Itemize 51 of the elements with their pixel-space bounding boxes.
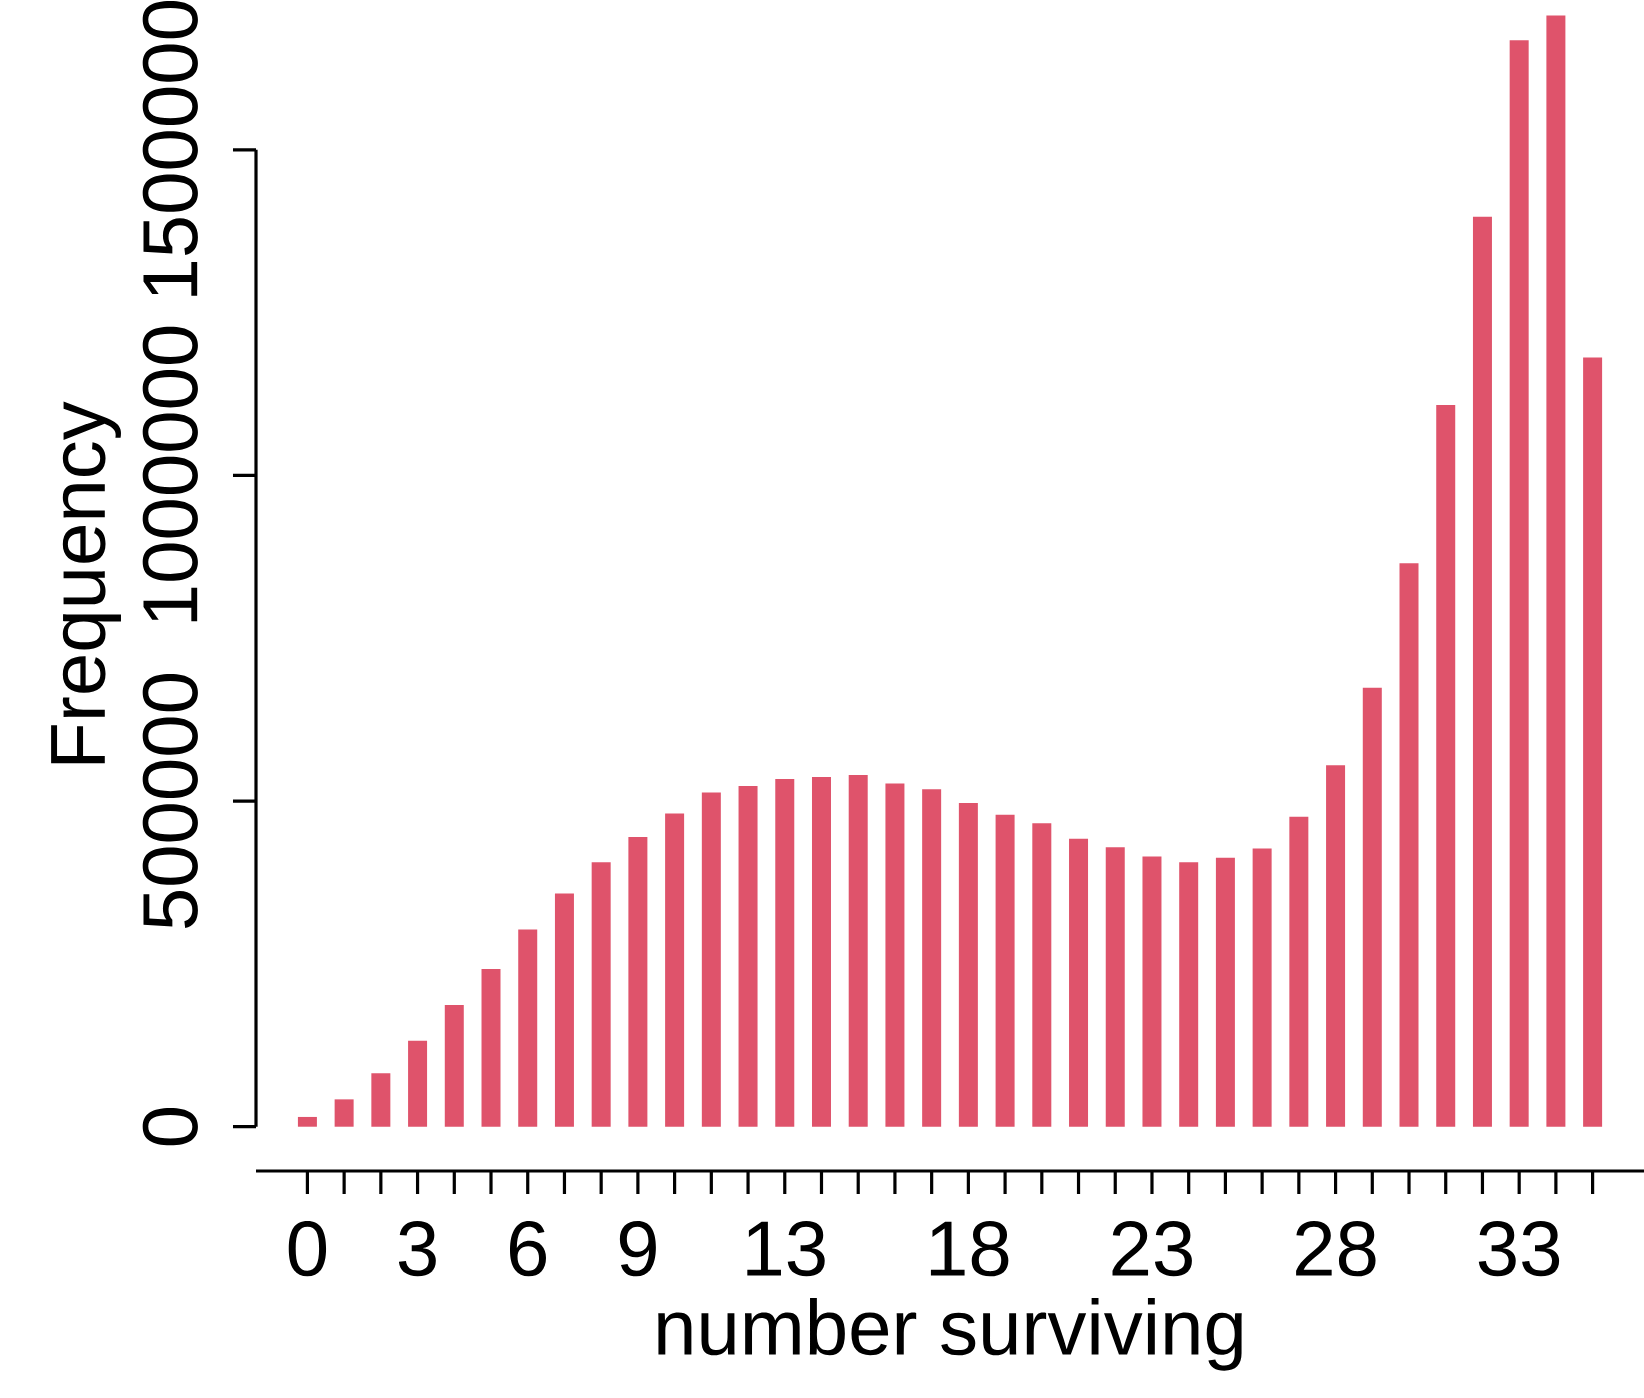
bar	[1179, 862, 1199, 1127]
bar	[408, 1040, 428, 1127]
bar	[848, 775, 868, 1127]
bar	[922, 789, 942, 1127]
bar	[1509, 40, 1529, 1127]
bar	[1583, 357, 1603, 1127]
bar	[444, 1004, 464, 1127]
bar	[1546, 15, 1566, 1127]
bar	[518, 929, 538, 1127]
x-tick-label: 0	[288, 1221, 327, 1277]
bar	[775, 778, 795, 1127]
bar	[1215, 857, 1235, 1127]
bar	[554, 893, 574, 1127]
bar	[1326, 765, 1346, 1127]
bar	[371, 1073, 391, 1127]
x-tick-label: 18	[930, 1221, 1009, 1277]
bar	[1252, 848, 1272, 1127]
bar	[1032, 823, 1052, 1127]
bar	[1399, 563, 1419, 1127]
bar	[628, 836, 648, 1127]
x-tick-label: 28	[1296, 1221, 1376, 1277]
bar	[1069, 838, 1089, 1127]
bar	[334, 1099, 354, 1127]
bar	[738, 786, 758, 1127]
x-tick-label: 33	[1478, 1221, 1560, 1277]
bar	[1362, 687, 1382, 1127]
x-axis-title: number surviving	[658, 1298, 1242, 1371]
bar	[1105, 847, 1125, 1127]
bar	[297, 1116, 317, 1127]
x-tick-label: 23	[1112, 1221, 1192, 1277]
bar	[481, 969, 501, 1127]
y-axis-title: Frequency	[51, 401, 121, 764]
x-tick-label: 3	[398, 1221, 436, 1277]
bar	[591, 862, 611, 1127]
bar	[1472, 216, 1492, 1127]
bar	[811, 776, 831, 1127]
x-tick-label: 13	[747, 1221, 825, 1277]
bar	[1142, 856, 1162, 1127]
bar	[1289, 816, 1309, 1127]
x-tick-label: 6	[509, 1221, 546, 1277]
y-tick-label: 1000000	[142, 326, 198, 622]
bar	[885, 783, 905, 1127]
bar	[995, 814, 1015, 1127]
bar	[1436, 405, 1456, 1127]
y-tick-label: 0	[142, 1108, 198, 1146]
x-tick-label: 9	[619, 1221, 656, 1277]
bar	[701, 792, 721, 1127]
bar	[958, 803, 978, 1127]
y-tick-label: 500000	[142, 674, 198, 929]
y-tick-label: 1500000	[142, 1, 198, 296]
bar	[665, 813, 685, 1127]
